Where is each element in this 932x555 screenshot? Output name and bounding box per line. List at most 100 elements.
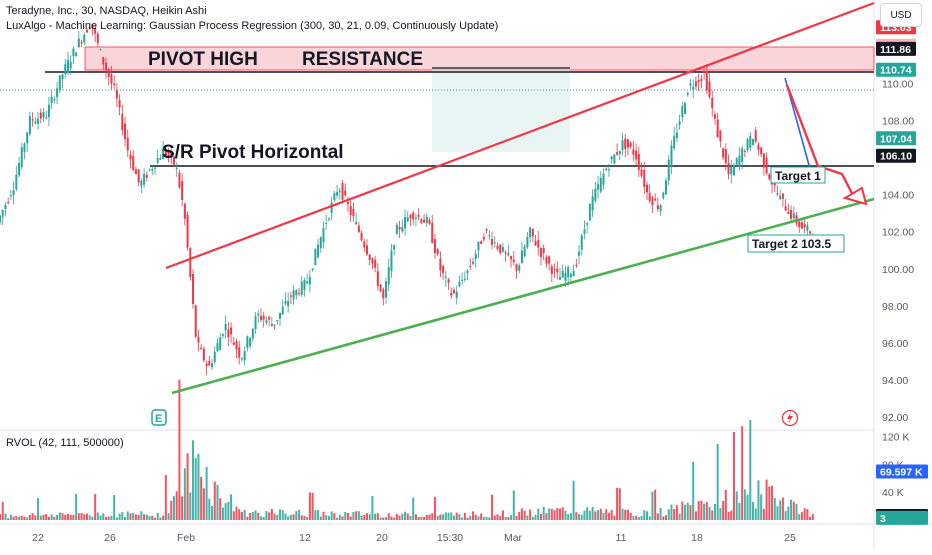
volume-bar — [738, 502, 741, 520]
candle-body — [325, 223, 328, 225]
volume-bar — [31, 513, 34, 520]
candle-body — [572, 270, 575, 277]
y-tick-label: 100.00 — [882, 264, 914, 276]
candle-body — [648, 192, 651, 201]
volume-bar — [287, 516, 290, 520]
volume-bar — [254, 510, 257, 520]
volume-bar — [425, 514, 428, 520]
volume-bar — [322, 511, 325, 520]
candle-body — [480, 241, 483, 244]
volume-bar — [167, 513, 170, 520]
candle-body — [221, 334, 224, 336]
volume-bar — [371, 495, 374, 520]
candle-body — [243, 351, 246, 361]
volume-bar — [575, 512, 578, 520]
volume-bar — [376, 513, 379, 520]
volume-bar — [235, 506, 238, 520]
volume-bar — [387, 513, 390, 520]
volume-bar — [613, 515, 616, 520]
x-tick-label: 11 — [616, 532, 627, 544]
x-tick-label: 18 — [691, 532, 703, 544]
volume-bar — [268, 512, 271, 520]
volume-bar — [629, 512, 632, 520]
candle-body — [77, 38, 80, 47]
candle-body — [501, 247, 504, 252]
candle-body — [675, 132, 678, 139]
sr-pivot-text: S/R Pivot Horizontal — [162, 142, 344, 163]
volume-bar — [572, 480, 575, 520]
candle-body — [575, 264, 578, 267]
candle-body — [379, 284, 382, 292]
price-badge — [876, 62, 916, 77]
candle-body — [18, 162, 21, 176]
candle-body — [754, 130, 757, 142]
volume-bar — [292, 514, 295, 520]
price-badge-text: 110.74 — [880, 65, 912, 77]
volume-bar — [727, 511, 730, 520]
earnings-icon[interactable]: E — [151, 409, 167, 426]
volume-bar — [37, 498, 40, 520]
volume-bar — [20, 515, 23, 520]
volume-bar — [550, 508, 553, 520]
candle-body — [295, 289, 298, 296]
candle-body — [341, 182, 344, 200]
candle-body — [211, 363, 214, 368]
volume-axis: 120 K80 K40 K69.597 K5.793 K3 — [876, 431, 928, 525]
candle-body — [298, 292, 301, 294]
candle-body — [738, 155, 741, 167]
candle-body — [499, 244, 502, 254]
volume-bar — [466, 517, 469, 520]
candle-body — [306, 281, 309, 284]
candle-body — [404, 217, 407, 229]
volume-bar — [637, 516, 640, 520]
candle-body — [531, 228, 534, 237]
volume-bar — [401, 513, 404, 520]
volume-bar — [409, 516, 412, 520]
volume-bar — [259, 516, 262, 520]
volume-bar — [300, 515, 303, 520]
candle-body — [365, 245, 368, 255]
candle-body — [409, 215, 412, 219]
candle-body — [711, 97, 714, 109]
candle-body — [333, 193, 336, 201]
candle-body — [469, 265, 472, 267]
volume-bar — [314, 510, 317, 520]
candle-body — [613, 154, 616, 164]
volume-bar — [564, 510, 567, 520]
candle-body — [798, 221, 801, 227]
volume-bar — [319, 516, 322, 520]
time-axis[interactable]: 22 26 Feb 12 20 15:30 Mar 11 18 25 — [32, 532, 796, 544]
candle-body — [338, 190, 341, 192]
candle-body — [9, 195, 12, 197]
volume-bar — [417, 517, 420, 520]
volume-bar — [4, 513, 7, 520]
volume-bar — [311, 492, 314, 520]
volume-bar — [787, 506, 790, 520]
candle-body — [395, 224, 398, 235]
volume-bar — [719, 508, 722, 520]
y-tick-label: 108.00 — [882, 115, 914, 127]
volume-bar — [88, 515, 91, 520]
volume-bar — [711, 510, 714, 520]
candle-body — [385, 281, 388, 298]
flash-icon[interactable] — [781, 409, 799, 427]
volume-bar — [281, 510, 284, 520]
volume-bar — [12, 516, 15, 520]
volume-bar — [754, 508, 757, 520]
candle-body — [197, 336, 200, 343]
volume-bar — [809, 516, 812, 520]
currency-button[interactable]: USD — [880, 3, 922, 27]
volume-bar — [96, 512, 99, 520]
candle-body — [626, 139, 629, 148]
volume-bar — [295, 511, 298, 520]
volume-bar — [298, 509, 301, 520]
candle-body — [287, 300, 290, 307]
volume-bar — [583, 510, 586, 520]
candle-body — [781, 193, 784, 199]
candle-body — [692, 86, 695, 90]
candle-body — [113, 83, 116, 85]
candle-body — [99, 49, 102, 51]
candle-body — [145, 174, 148, 178]
volume-bar — [105, 516, 108, 520]
candle-body — [569, 273, 572, 278]
